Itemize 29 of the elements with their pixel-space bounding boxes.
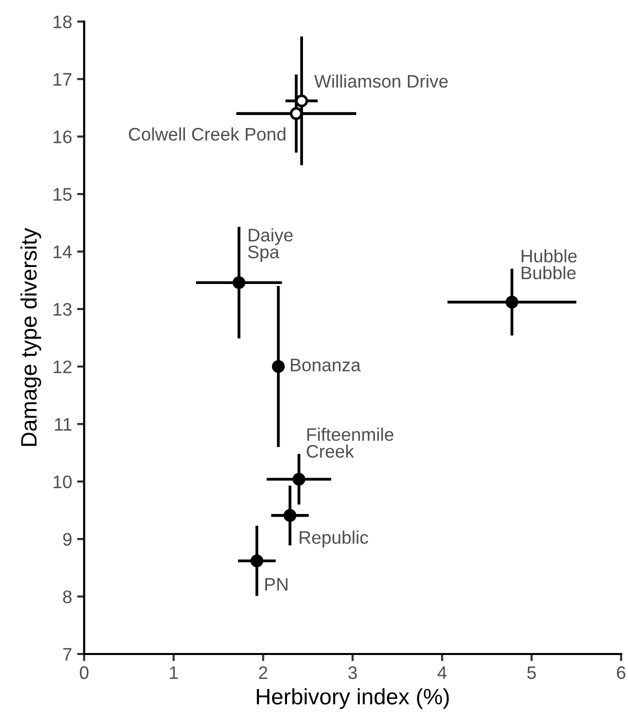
x-tick-label: 2 bbox=[259, 666, 268, 679]
annotation: Fifteenmile Creek bbox=[306, 428, 394, 458]
annotation: Bonanza bbox=[290, 358, 361, 372]
y-tick-label: 17 bbox=[54, 73, 72, 86]
y-tick-label: 8 bbox=[63, 590, 72, 604]
x-tick-label: 3 bbox=[348, 666, 357, 680]
y-tick-label: 9 bbox=[63, 532, 72, 546]
y-tick-label: 10 bbox=[54, 475, 72, 488]
x-tick-label: 1 bbox=[170, 666, 178, 679]
y-tick-label: 7 bbox=[63, 648, 72, 661]
y-tick-label: 15 bbox=[54, 188, 72, 201]
annotation: Republic bbox=[300, 530, 368, 548]
x-tick-label: 0 bbox=[80, 666, 88, 680]
annotation: PN bbox=[265, 578, 288, 591]
y-tick-label: 18 bbox=[54, 16, 72, 28]
y-axis-title: Damage type diversity bbox=[20, 228, 42, 446]
annotation: Hubble Bubble bbox=[522, 249, 577, 280]
y-tick-label: 16 bbox=[54, 130, 72, 144]
annotation: Colwell Creek Pond bbox=[128, 127, 286, 141]
y-tick-label: 11 bbox=[54, 418, 72, 431]
x-axis-title: Herbivory index (%) bbox=[256, 688, 449, 709]
annotation: Williamson Drive bbox=[314, 74, 448, 88]
x-tick-label: 5 bbox=[527, 666, 536, 680]
y-tick-label: 13 bbox=[54, 302, 72, 316]
x-tick-label: 6 bbox=[616, 666, 626, 680]
y-tick-label: 14 bbox=[54, 246, 72, 258]
y-tick-label: 12 bbox=[54, 360, 72, 374]
x-tick-label: 4 bbox=[438, 666, 447, 679]
annotation: Daiye Spa bbox=[248, 228, 293, 262]
